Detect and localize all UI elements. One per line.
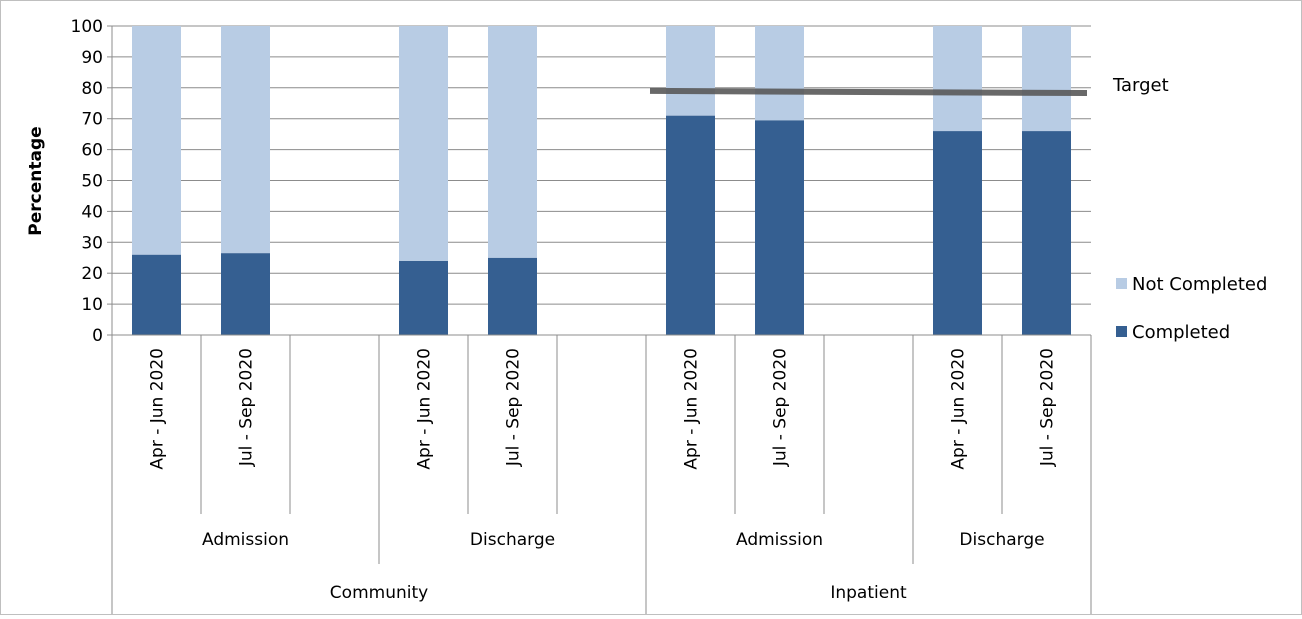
category-label: Jul - Sep 2020 [771, 348, 791, 467]
bar-completed [755, 120, 804, 336]
supergroup-label: Community [330, 583, 428, 603]
bar-completed [221, 253, 270, 335]
axes: 0 10 20 30 40 50 60 70 80 90 100 Apr - Jun 2020 Jul … [71, 17, 1092, 614]
target-label: Target [1112, 75, 1169, 96]
bar-completed [399, 260, 448, 335]
y-tick-label: 60 [81, 141, 103, 161]
bars [132, 26, 1071, 336]
legend-label-not-completed: Not Completed [1132, 274, 1267, 295]
category-label: Jul - Sep 2020 [1038, 348, 1058, 467]
group-label: Admission [202, 530, 289, 550]
bar-completed [488, 257, 537, 335]
target-layer: Target [649, 75, 1169, 97]
bar-not-completed [933, 26, 982, 132]
y-tick-label: 40 [81, 202, 103, 222]
category-label: Jul - Sep 2020 [504, 348, 524, 467]
category-label: Apr - Jun 2020 [148, 348, 168, 470]
y-tick-label: 50 [81, 172, 103, 192]
category-label: Apr - Jun 2020 [415, 348, 435, 470]
y-tick-label: 80 [81, 79, 103, 99]
group-label: Admission [736, 530, 823, 550]
bar-not-completed [1022, 26, 1071, 132]
supergroup-label: Inpatient [830, 583, 907, 603]
legend-swatch-completed [1116, 326, 1127, 337]
bar-not-completed [755, 26, 804, 121]
y-tick-label: 0 [92, 326, 103, 346]
group-label: Discharge [470, 530, 555, 550]
y-tick-label: 70 [81, 110, 103, 130]
y-tick-label: 30 [81, 233, 103, 253]
bar-completed [1022, 131, 1071, 335]
y-tick-label: 100 [71, 17, 103, 37]
bar-completed [666, 115, 715, 335]
category-label: Jul - Sep 2020 [237, 348, 257, 467]
bar-completed [933, 131, 982, 335]
legend-swatch-not-completed [1116, 278, 1127, 289]
category-label: Apr - Jun 2020 [682, 348, 702, 470]
y-axis-title: Percentage [26, 126, 46, 235]
gridlines [112, 25, 1091, 305]
category-label: Apr - Jun 2020 [949, 348, 969, 470]
bar-not-completed [221, 26, 270, 254]
bar-not-completed [488, 26, 537, 258]
target-line [649, 87, 1088, 97]
legend: Not Completed Completed [1116, 274, 1267, 343]
legend-label-completed: Completed [1132, 322, 1230, 343]
y-tick-label: 90 [81, 48, 103, 68]
y-tick-label: 10 [81, 295, 103, 315]
bar-not-completed [666, 26, 715, 116]
bar-completed [132, 254, 181, 335]
y-tick-label: 20 [81, 264, 103, 284]
bar-not-completed [399, 26, 448, 261]
group-label: Discharge [959, 530, 1044, 550]
bar-not-completed [132, 26, 181, 255]
